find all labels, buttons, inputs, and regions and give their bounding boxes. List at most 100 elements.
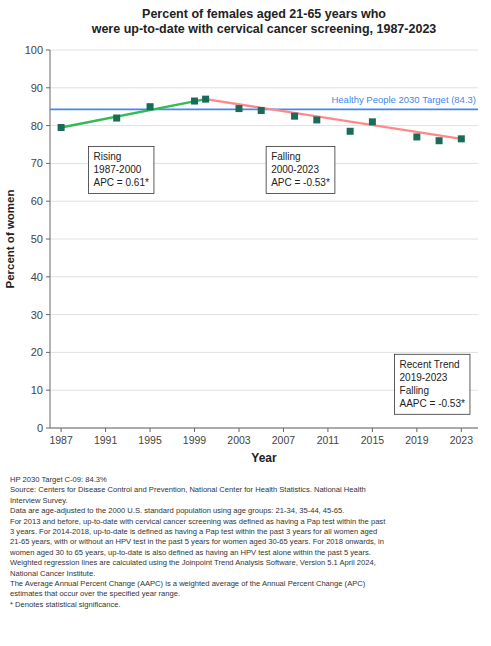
text-line: Falling (400, 385, 429, 396)
grid-line (50, 87, 478, 88)
data-point (369, 118, 376, 125)
data-point (202, 96, 209, 103)
text-line: were up-to-date with cervical cancer scr… (91, 22, 437, 36)
tick-mark (46, 125, 50, 126)
annotation: Recent Trend 2019-2023 Falling AAPC = -0.53… (400, 359, 465, 409)
background (0, 0, 491, 646)
data-point (113, 115, 120, 122)
grid (50, 50, 478, 428)
tick-mark (327, 428, 328, 432)
data-point (291, 113, 298, 120)
annotation-frame (395, 354, 470, 414)
tick-mark (46, 314, 50, 315)
text-line: APC = 0.61* (94, 177, 149, 188)
text-line: * Denotes statistical significance. (10, 600, 121, 609)
x-axis-line (50, 428, 478, 429)
tick-label: 1995 (138, 434, 162, 446)
data-point (191, 98, 198, 105)
data-point (347, 128, 354, 135)
x-axis-label: Year (251, 451, 277, 465)
text-line: estimates that occur over the specified … (10, 589, 180, 598)
grid-line (50, 239, 478, 240)
text-line: For 2013 and before, up-to-date with cer… (10, 517, 386, 526)
text-line: HP 2030 Target C-09: 84.3% (10, 475, 107, 484)
tick-label: 90 (31, 82, 43, 94)
text-line: Source: Centers for Disease Control and … (10, 485, 366, 494)
data-point (58, 124, 65, 131)
tick-mark (46, 276, 50, 277)
text-line: AAPC = -0.53* (400, 398, 465, 409)
tick-label: 100 (25, 44, 43, 56)
data-point (458, 135, 465, 142)
text-line: APC = -0.53* (271, 177, 330, 188)
tick-label: 20 (31, 346, 43, 358)
chart: Percent of females aged 21-65 years whow… (0, 0, 491, 646)
text-line: Interview Survey. (10, 496, 68, 505)
text-line: Rising (94, 151, 122, 162)
tick-label: 30 (31, 309, 43, 321)
annotation-box: Recent Trend 2019-2023 Falling AAPC = -0.53… (395, 354, 470, 414)
text-line: Falling (271, 151, 300, 162)
tick-mark (46, 352, 50, 353)
text-line: Weighted regression lines are calculated… (10, 558, 376, 567)
grid-line (50, 276, 478, 277)
y-axis-label: Percent of women (4, 189, 16, 288)
text-line: Percent of females aged 21-65 years who (142, 7, 386, 21)
tick-label: 2015 (361, 434, 385, 446)
annotation: Falling2000-2023APC = -0.53* (271, 151, 330, 188)
data-point (235, 105, 242, 112)
text-line: 2019-2023 (400, 372, 448, 383)
tick-label: 2007 (272, 434, 296, 446)
title: Percent of females aged 21-65 years whow… (91, 7, 437, 36)
tick-label: 0 (37, 422, 43, 434)
tick-mark (461, 428, 462, 432)
tick-mark (238, 428, 239, 432)
tick-mark (46, 163, 50, 164)
annotation-frame (266, 146, 335, 193)
tick-mark (416, 428, 417, 432)
tick-mark (105, 428, 106, 432)
tick-label: 10 (31, 384, 43, 396)
tick-mark (194, 428, 195, 432)
text-line: women aged 30 to 65 years, up-to-date is… (9, 548, 371, 557)
data-point (413, 133, 420, 140)
tick-label: 2023 (450, 434, 474, 446)
tick-mark (372, 428, 373, 432)
tick-mark (46, 50, 50, 51)
annotation-frame (89, 146, 154, 193)
text-line: Recent Trend (400, 359, 460, 370)
text-line: National Cancer Institute. (10, 569, 95, 578)
data-point (313, 116, 320, 123)
grid-line (50, 201, 478, 202)
tick-mark (150, 428, 151, 432)
tick-label: 70 (31, 157, 43, 169)
grid-line (50, 314, 478, 315)
tick-label: 2003 (227, 434, 251, 446)
tick-mark (46, 428, 50, 429)
tick-mark (46, 87, 50, 88)
data-point (147, 103, 154, 110)
tick-label: 1987 (49, 434, 73, 446)
text-line: 21-65 years, with or without an HPV test… (10, 537, 384, 546)
grid-line (50, 125, 478, 126)
tick-label: 2011 (317, 434, 340, 446)
data-point (436, 137, 443, 144)
tick-label: 60 (31, 195, 43, 207)
tick-label: 1991 (94, 434, 118, 446)
tick-mark (46, 239, 50, 240)
tick-label: 1999 (183, 434, 207, 446)
footnote: HP 2030 Target C-09: 84.3%Source: Center… (9, 475, 386, 609)
tick-label: 40 (31, 271, 43, 283)
grid-line (50, 50, 478, 51)
trend-line (61, 99, 206, 127)
grid-line (50, 428, 478, 429)
target-label: Healthy People 2030 Target (84.3) (331, 94, 476, 105)
text-line: 1987-2000 (94, 164, 142, 175)
tick-label: 2019 (405, 434, 429, 446)
annotation: Rising 1987-2000 APC = 0.61* (94, 151, 149, 188)
text-line: 3 years. For 2014-2018, up-to-date is de… (10, 527, 377, 536)
text-line: The Average Annual Percent Change (AAPC)… (10, 579, 366, 588)
text-line: Data are age-adjusted to the 2000 U.S. s… (10, 506, 344, 515)
tick-mark (61, 428, 62, 432)
data-point (258, 107, 265, 114)
